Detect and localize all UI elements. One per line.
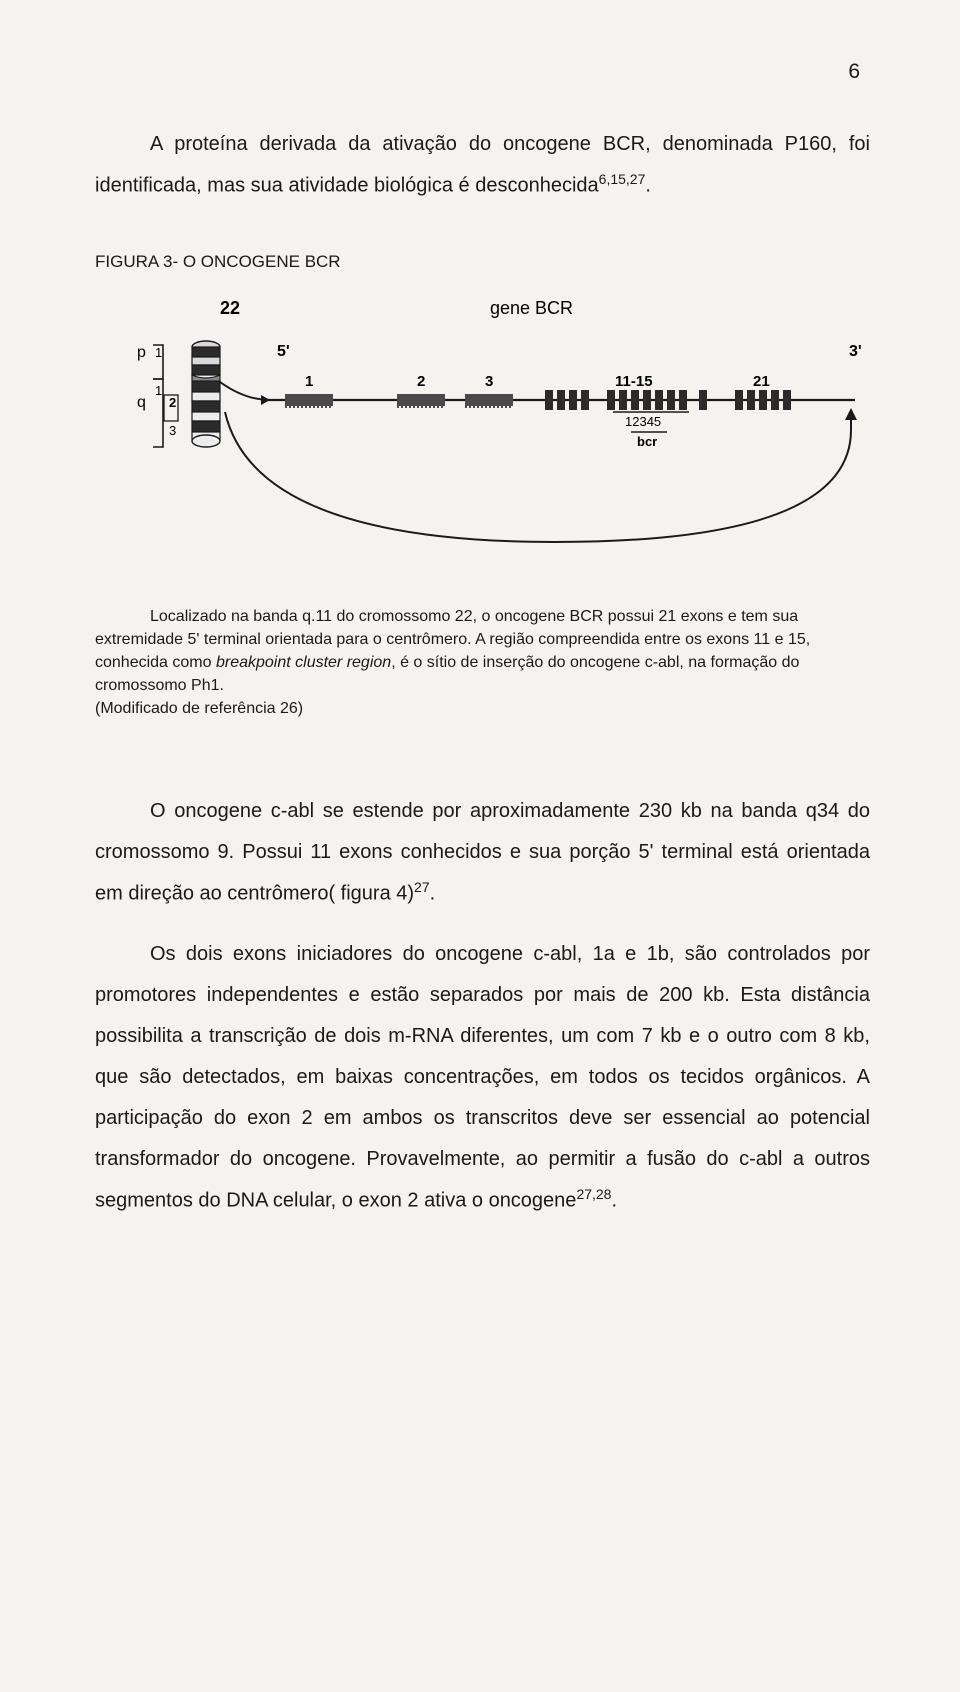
exon-label-3: 3: [485, 373, 493, 390]
figure-title: FIGURA 3- O ONCOGENE BCR: [95, 252, 870, 272]
band-q1: 1: [155, 383, 162, 398]
p-band-dark2: [192, 365, 220, 375]
three-prime-label: 3': [849, 343, 862, 360]
band-p1: 1: [155, 345, 162, 360]
q-band-2: [192, 392, 220, 401]
page: 6 A proteína derivada da ativação do onc…: [0, 0, 960, 1692]
caption-text-2: (Modificado de referência 26): [95, 697, 870, 720]
q-arm-label: q: [137, 394, 146, 411]
p-band-dark: [192, 347, 220, 357]
p-band-light: [192, 357, 220, 365]
chromosome-ideogram: p q 1 1 2 3: [137, 341, 220, 447]
p-arm-label: p: [137, 344, 146, 361]
caption-italic: breakpoint cluster region: [216, 654, 391, 671]
gene-line-group: 5' 3' 1 2 3 11-15 21: [220, 343, 862, 542]
paragraph-2: O oncogene c-abl se estende por aproxima…: [95, 791, 870, 915]
exon-label-11-15: 11-15: [615, 373, 653, 390]
exon-tick-single: [699, 390, 707, 410]
ideogram-body: [192, 341, 220, 447]
para3-sup: 27,28: [576, 1186, 611, 1202]
five-prime-label: 5': [277, 343, 290, 360]
exon-box-2: [397, 394, 445, 406]
gene-bcr-label: gene BCR: [490, 298, 573, 318]
page-number: 6: [95, 60, 870, 84]
q-band-1: [192, 381, 220, 392]
exon-label-1: 1: [305, 373, 313, 390]
band-q12: 2: [169, 395, 176, 410]
para1-text-b: .: [645, 175, 651, 197]
figure-caption: Localizado na banda q.11 do cromossomo 2…: [95, 605, 870, 721]
para1-text-a: A proteína derivada da ativação do oncog…: [95, 133, 870, 197]
exon-label-21: 21: [753, 373, 770, 390]
para3-text-a: Os dois exons iniciadores do oncogene c-…: [95, 943, 870, 1212]
exon-box-3: [465, 394, 513, 406]
chromosome-22-label: 22: [220, 298, 240, 318]
band-q13: 3: [169, 423, 176, 438]
para2-sup: 27: [414, 879, 430, 895]
q-band-4: [192, 412, 220, 421]
q-band-3: [192, 401, 220, 412]
exon-cluster-11-15: [607, 390, 687, 410]
paragraph-1: A proteína derivada da ativação do oncog…: [95, 124, 870, 207]
para3-text-b: .: [611, 1190, 617, 1212]
figure-svg: 22 gene BCR p q 1 1 2 3: [95, 292, 875, 572]
bcr-numbers: 12345: [625, 414, 661, 429]
para2-text-b: .: [430, 882, 436, 904]
exon-label-2: 2: [417, 373, 425, 390]
q-cap: [192, 435, 220, 447]
arrow-chrom-to-gene-head: [261, 395, 270, 405]
loop-arrow-head: [845, 408, 857, 420]
figure-3: 22 gene BCR p q 1 1 2 3: [95, 292, 870, 577]
loop-arrow-path: [225, 410, 851, 542]
para2-text-a: O oncogene c-abl se estende por aproxima…: [95, 800, 870, 905]
bcr-text: bcr: [637, 434, 657, 449]
para1-sup: 6,15,27: [599, 171, 646, 187]
paragraph-3: Os dois exons iniciadores do oncogene c-…: [95, 934, 870, 1222]
q-band-5: [192, 421, 220, 432]
exon-box-1: [285, 394, 333, 406]
